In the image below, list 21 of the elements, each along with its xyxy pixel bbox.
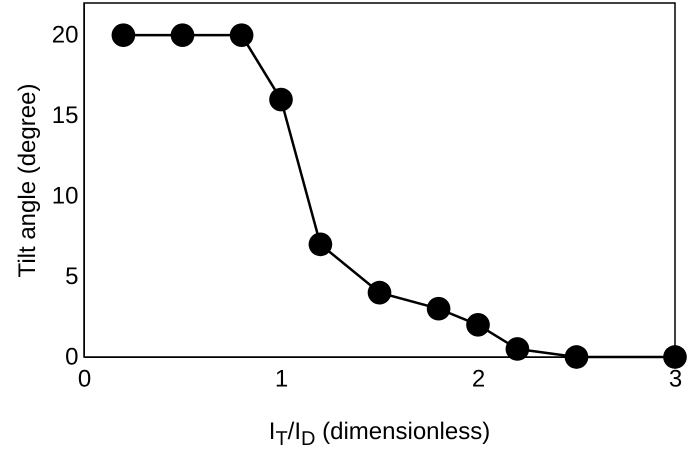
point xyxy=(269,88,293,112)
x-tick-label: 1 xyxy=(274,366,288,392)
y-tick-label: 5 xyxy=(65,263,78,290)
point xyxy=(112,23,136,47)
y-axis-title: Tilt angle (degree) xyxy=(14,84,41,278)
x-axis-title: I$_{T}$/I$_{D}$ (dimensionless) xyxy=(268,418,492,452)
x-tick-label: 2 xyxy=(472,366,486,392)
point xyxy=(426,296,450,321)
y-tick-label: 20 xyxy=(52,22,78,49)
point xyxy=(368,280,392,304)
point xyxy=(308,232,332,256)
point xyxy=(466,313,490,337)
y-tick-label: 15 xyxy=(52,102,78,130)
x-tick-label: 3 xyxy=(668,366,682,392)
y-tick-label: 0 xyxy=(65,344,78,370)
point xyxy=(663,345,687,369)
point xyxy=(564,345,588,369)
point xyxy=(170,23,194,47)
point xyxy=(230,23,254,47)
point xyxy=(506,337,530,361)
y-tick-label: 10 xyxy=(52,182,78,210)
